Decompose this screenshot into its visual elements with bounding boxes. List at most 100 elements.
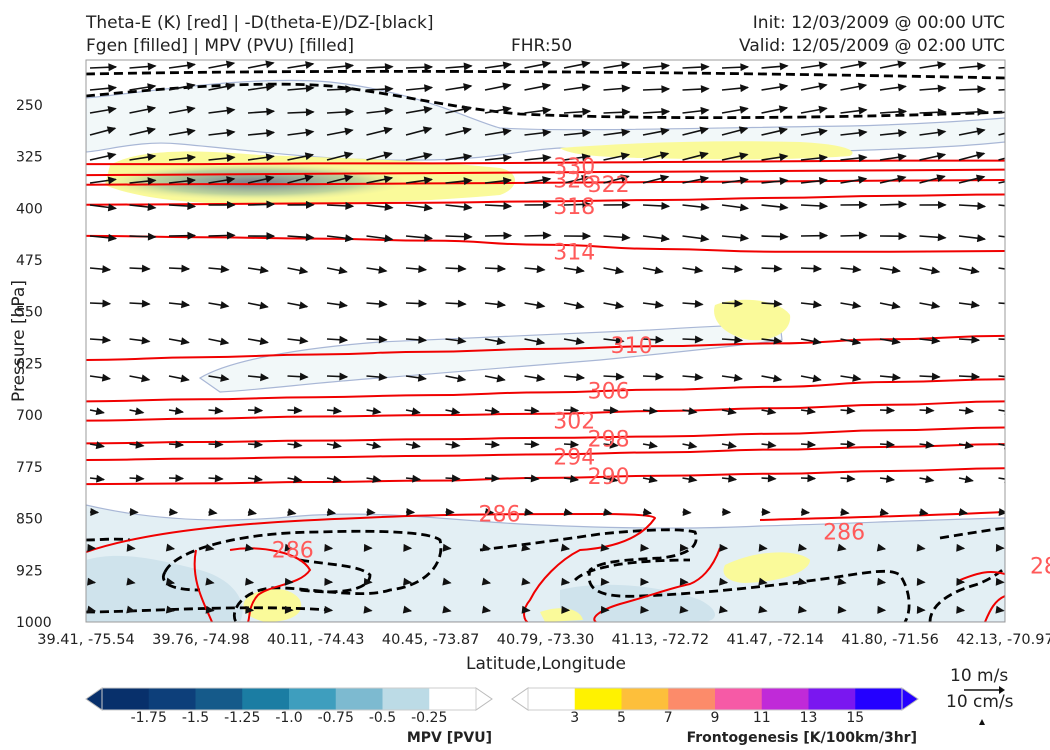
wind-vector-shaft xyxy=(998,375,1005,378)
colorbar-tick-label: 15 xyxy=(846,710,864,726)
colorbar-swatch xyxy=(102,688,150,710)
wind-vector-head xyxy=(384,234,394,243)
ref-vector-horizontal: 10 m/s xyxy=(950,666,1008,686)
wind-vector-head xyxy=(739,176,749,185)
wind-vector-head xyxy=(964,441,974,450)
wind-vector-head xyxy=(621,200,631,209)
wind-vector-head xyxy=(581,83,591,92)
wind-vector-head xyxy=(503,201,513,210)
wind-vector-head xyxy=(897,153,907,162)
wind-vector-head xyxy=(332,441,342,450)
colorbar-tick-label: 3 xyxy=(570,710,579,726)
wind-vector-head xyxy=(146,105,157,114)
wind-vector-head xyxy=(621,233,631,242)
wind-vector-head xyxy=(609,406,619,415)
wind-vector-head xyxy=(857,82,868,91)
wind-vector-head xyxy=(304,174,314,183)
wind-vector-shaft xyxy=(998,132,1005,136)
wind-vector-head xyxy=(936,152,947,161)
y-tick-label: 325 xyxy=(16,150,43,166)
wind-vector-head xyxy=(147,232,157,241)
wind-vector-head xyxy=(265,60,275,69)
wind-vector-head xyxy=(253,474,264,483)
wind-vector-head xyxy=(384,202,394,211)
wind-vector-head xyxy=(542,200,552,209)
wind-vector-head xyxy=(462,126,472,135)
wind-vector-head xyxy=(344,127,354,136)
wind-vector-head xyxy=(423,152,433,160)
theta-e-line-330 xyxy=(86,159,1005,166)
wind-vector-head xyxy=(95,407,105,416)
wind-vector-head xyxy=(147,83,157,92)
wind-vector-head xyxy=(937,61,947,70)
colorbar-tick-label: -1.25 xyxy=(224,710,260,726)
wind-vector-head xyxy=(324,543,334,552)
wind-vector-head xyxy=(700,85,710,94)
wind-vector-head xyxy=(411,441,421,450)
wind-vector-head xyxy=(818,61,828,70)
wind-vector-head xyxy=(891,301,901,310)
wind-vector-head xyxy=(600,543,610,552)
wind-vector-head xyxy=(457,374,467,383)
wind-vector-head xyxy=(1016,127,1024,133)
wind-vector-head xyxy=(977,85,987,94)
colorbar-swatch xyxy=(148,688,196,710)
wind-vector-head xyxy=(497,264,507,273)
wind-vector-head xyxy=(739,152,749,160)
wind-vector-head xyxy=(956,577,966,586)
wind-vector-head xyxy=(521,543,531,552)
wind-vector-head xyxy=(378,373,388,381)
wind-vector-head xyxy=(603,508,613,516)
wind-vector-head xyxy=(727,441,737,450)
wind-vector-head xyxy=(773,264,783,273)
wind-vector-head xyxy=(186,105,196,114)
wind-vector-head xyxy=(102,265,112,274)
wind-vector-head xyxy=(502,105,512,114)
wind-vector-head xyxy=(1004,444,1005,450)
wind-vector-head xyxy=(758,543,768,552)
y-tick-label: 775 xyxy=(16,460,43,476)
wind-vector-head xyxy=(1017,64,1024,70)
wind-vector-head xyxy=(463,83,473,92)
wind-vector-head xyxy=(734,299,744,308)
wind-vector-head xyxy=(931,301,941,310)
wind-vector-head xyxy=(648,475,658,484)
wind-vector-head xyxy=(779,232,789,241)
y-tick-label: 850 xyxy=(16,512,43,528)
wind-vector-head xyxy=(226,128,236,137)
y-tick-label: 700 xyxy=(16,408,43,424)
wind-vector-head xyxy=(699,151,709,160)
wind-vector-head xyxy=(767,440,777,449)
wind-vector-head xyxy=(445,508,455,516)
wind-vector-head xyxy=(561,577,571,586)
wind-vector-head xyxy=(305,108,315,117)
wind-vector-head xyxy=(344,234,355,243)
ref-arrowhead-vertical xyxy=(979,719,985,725)
colorbar-extend-low xyxy=(511,687,529,711)
wind-vector-head xyxy=(146,126,156,135)
wind-vector-head xyxy=(937,128,947,137)
wind-vector-head xyxy=(384,63,394,72)
wind-vector-head xyxy=(135,474,145,483)
wind-vector-head xyxy=(640,577,650,586)
wind-vector-head xyxy=(403,577,413,586)
wind-vector-shaft xyxy=(998,66,1005,69)
theta-e-lowlevel-contours xyxy=(86,511,1005,622)
wind-vector-head xyxy=(96,474,106,483)
mpv-fill-lower-dark xyxy=(86,555,715,622)
wind-vector-shaft xyxy=(998,235,1005,238)
wind-vector-head xyxy=(225,60,236,69)
colorbar-frame xyxy=(527,687,903,711)
wind-vector-shaft xyxy=(998,409,1005,412)
wind-vector-head xyxy=(688,407,698,415)
wind-vector-head xyxy=(858,154,868,162)
wind-vector-head xyxy=(976,127,986,136)
wind-vector-head xyxy=(169,508,179,517)
wind-vector-head xyxy=(818,105,828,114)
wind-vector-head xyxy=(655,372,665,381)
y-axis-ticks: 250 325 400 475 550 625 700 775 850 925 1000 xyxy=(16,98,52,631)
wind-vector-head xyxy=(463,62,473,71)
wind-vector-shaft xyxy=(998,157,1005,161)
wind-vector-head xyxy=(575,301,585,310)
wind-vector-head xyxy=(423,105,433,114)
